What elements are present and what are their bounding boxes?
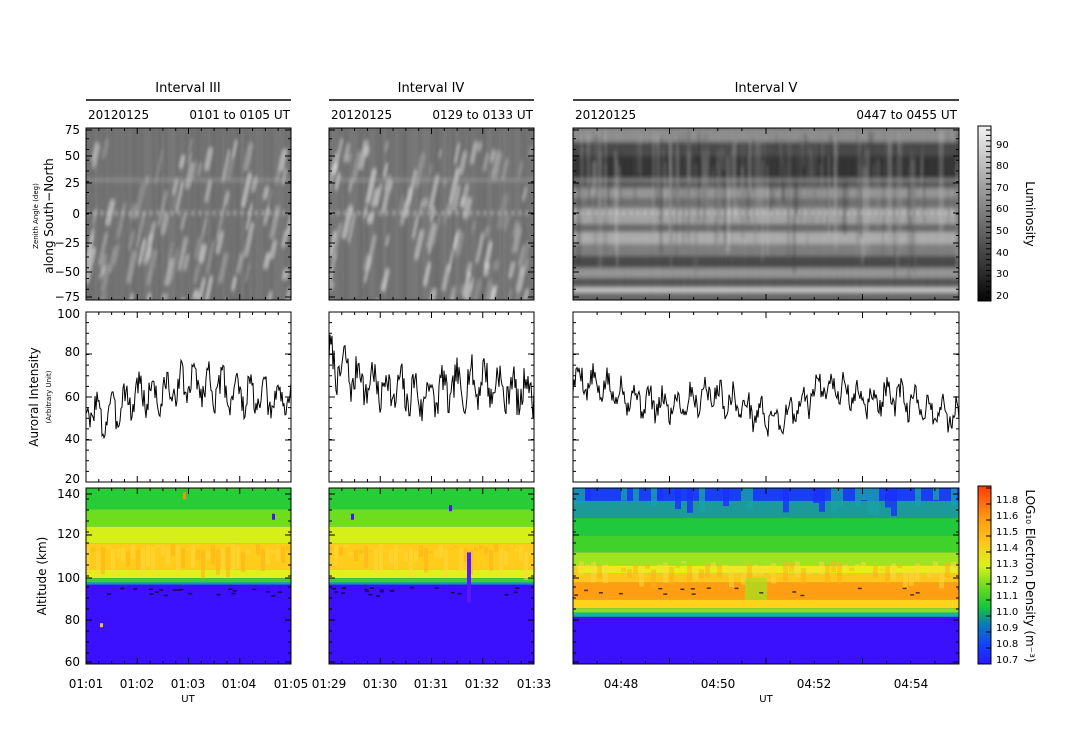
interval-subtitles: 20120125 0101 to 0105 UT 20120125 0129 t… xyxy=(88,108,958,122)
keogram-y-axis: 75 50 25 0 −25 −50 −75 Zenith Angle (deg… xyxy=(32,123,80,304)
intensity-ytick-20: 20 xyxy=(65,472,80,486)
axis-ticks xyxy=(85,127,960,665)
interval-4-title: Interval IV xyxy=(398,81,465,96)
density-tick-11.5: 11.5 xyxy=(996,527,1018,538)
xtick-0101: 01:01 xyxy=(69,677,104,691)
intensity-ylabel: Auroral Intensity xyxy=(27,347,41,447)
altitude-ytick-100: 100 xyxy=(57,571,80,585)
luminosity-tick-80: 80 xyxy=(996,161,1009,172)
intensity-plot-interval-5 xyxy=(572,312,960,482)
interval-3-date: 20120125 xyxy=(88,108,149,122)
density-tick-10.9: 10.9 xyxy=(996,623,1018,634)
keogram-ylabel: along South−North xyxy=(42,158,56,274)
xtick-0129: 01:29 xyxy=(312,677,347,691)
xtick-0104: 01:04 xyxy=(222,677,257,691)
density-tick-11.0: 11.0 xyxy=(996,607,1018,618)
luminosity-tick-70: 70 xyxy=(996,183,1009,194)
interval-5-range: 0447 to 0455 UT xyxy=(856,108,957,122)
altitude-y-axis: 140 120 100 80 60 Altitude (km) xyxy=(35,487,80,669)
xtick-0131: 01:31 xyxy=(414,677,449,691)
xtick-0102: 01:02 xyxy=(120,677,155,691)
x-axis-interval-5: 04:48 04:50 04:52 04:54 UT xyxy=(604,677,929,705)
luminosity-colorbar: 90 80 70 60 50 40 30 20 Luminosity xyxy=(977,125,1037,302)
luminosity-tick-30: 30 xyxy=(996,269,1009,280)
interval-3-title: Interval III xyxy=(155,81,220,96)
luminosity-tick-90: 90 xyxy=(996,140,1009,151)
density-plot-interval-5 xyxy=(573,488,959,664)
xtick-0450: 04:50 xyxy=(701,677,736,691)
xtick-0133: 01:33 xyxy=(517,677,552,691)
interval-5-date: 20120125 xyxy=(575,108,636,122)
x-axis-interval-3: 01:01 01:02 01:03 01:04 01:05 UT xyxy=(69,677,309,705)
interval-5-title: Interval V xyxy=(735,81,798,96)
density-plot-interval-4 xyxy=(329,488,534,664)
altitude-ylabel: Altitude (km) xyxy=(35,537,49,616)
keogram-interval-5 xyxy=(573,128,959,300)
xtick-0452: 04:52 xyxy=(797,677,832,691)
density-tick-11.8: 11.8 xyxy=(996,495,1018,506)
density-tick-11.6: 11.6 xyxy=(996,511,1018,522)
keogram-ytick-m25: −25 xyxy=(55,236,80,250)
xtick-0454: 04:54 xyxy=(894,677,929,691)
altitude-ytick-140: 140 xyxy=(57,487,80,501)
altitude-ytick-120: 120 xyxy=(57,527,80,541)
density-tick-11.2: 11.2 xyxy=(996,575,1018,586)
interval-titles: Interval III Interval IV Interval V xyxy=(86,81,959,101)
xtick-0103: 01:03 xyxy=(171,677,206,691)
xlabel-interval-3: UT xyxy=(181,694,195,705)
altitude-ytick-60: 60 xyxy=(65,655,80,669)
intensity-ytick-100: 100 xyxy=(57,307,80,321)
xtick-0105: 01:05 xyxy=(274,677,309,691)
interval-3-range: 0101 to 0105 UT xyxy=(189,108,290,122)
density-colorbar: 11.8 11.6 11.5 11.4 11.3 11.2 11.1 11.0 … xyxy=(977,485,1037,666)
density-tick-11.4: 11.4 xyxy=(996,543,1018,554)
altitude-ytick-80: 80 xyxy=(65,613,80,627)
intensity-y-axis: 100 80 60 40 20 Auroral Intensity (Arbit… xyxy=(27,307,80,486)
intensity-ytick-60: 60 xyxy=(65,390,80,404)
keogram-ytick-50: 50 xyxy=(65,149,80,163)
luminosity-colorbar-gradient xyxy=(977,125,992,302)
density-tick-10.8: 10.8 xyxy=(996,639,1018,650)
intensity-line-interval-5 xyxy=(572,363,960,437)
density-colorbar-gradient xyxy=(977,485,992,665)
intensity-ytick-80: 80 xyxy=(65,345,80,359)
xtick-0448: 04:48 xyxy=(604,677,639,691)
luminosity-tick-20: 20 xyxy=(996,291,1009,302)
intensity-line-interval-3 xyxy=(85,358,292,440)
keogram-ytick-75: 75 xyxy=(65,123,80,137)
intensity-line-interval-4 xyxy=(328,334,535,422)
keogram-ytick-25: 25 xyxy=(65,176,80,190)
intensity-ylabel-small: (Arbitrary Unit) xyxy=(45,370,53,423)
luminosity-tick-40: 40 xyxy=(996,248,1009,259)
intensity-ytick-40: 40 xyxy=(65,432,80,446)
x-axis-interval-4: 01:29 01:30 01:31 01:32 01:33 xyxy=(312,677,552,691)
density-tick-11.1: 11.1 xyxy=(996,591,1018,602)
keogram-ytick-0: 0 xyxy=(72,207,80,221)
density-tick-11.3: 11.3 xyxy=(996,559,1018,570)
density-tick-10.7: 10.7 xyxy=(996,655,1018,666)
xlabel-interval-5: UT xyxy=(759,694,773,705)
keogram-interval-4 xyxy=(329,128,534,300)
intensity-plot-interval-3 xyxy=(85,312,292,482)
keogram-ylabel-small: Zenith Angle (deg) xyxy=(32,183,40,249)
xtick-0132: 01:32 xyxy=(465,677,500,691)
keogram-interval-3 xyxy=(86,128,291,300)
intensity-plot-interval-4 xyxy=(328,312,535,482)
interval-4-date: 20120125 xyxy=(331,108,392,122)
luminosity-tick-60: 60 xyxy=(996,204,1009,215)
interval-4-range: 0129 to 0133 UT xyxy=(432,108,533,122)
keogram-ytick-m50: −50 xyxy=(55,265,80,279)
luminosity-tick-50: 50 xyxy=(996,226,1009,237)
density-label: LOG₁₀ Electron Density (m⁻³) xyxy=(1023,489,1037,662)
keogram-ytick-m75: −75 xyxy=(55,290,80,304)
xtick-0130: 01:30 xyxy=(363,677,398,691)
density-plot-interval-3 xyxy=(86,488,291,664)
luminosity-label: Luminosity xyxy=(1023,181,1037,246)
